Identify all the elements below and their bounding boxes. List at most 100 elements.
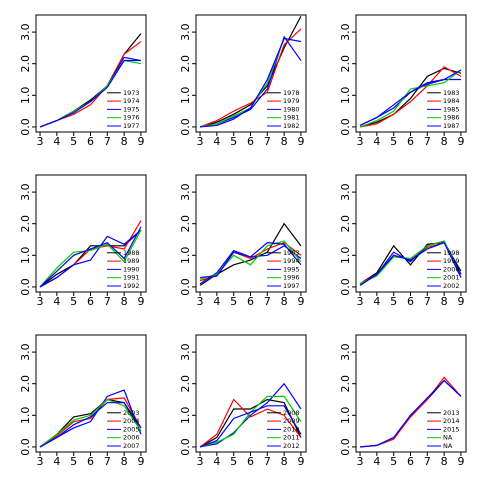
legend-label: NA xyxy=(443,442,453,450)
y-tick-label: 2.0 xyxy=(19,55,32,73)
series-line xyxy=(199,37,302,128)
x-tick-label: 4 xyxy=(213,135,220,148)
plot-frame xyxy=(355,334,467,453)
legend-label: 1990 xyxy=(123,265,140,273)
x-tick-label: 9 xyxy=(457,295,464,308)
x-tick-label: 7 xyxy=(104,135,111,148)
legend-label: 1985 xyxy=(443,105,460,113)
legend-label: 2001 xyxy=(443,274,460,282)
series-line xyxy=(359,67,462,128)
x-tick-label: 5 xyxy=(70,135,77,148)
legend-label: 2009 xyxy=(283,417,300,425)
plot-frame xyxy=(195,334,307,453)
legend-label: 2008 xyxy=(283,409,300,417)
legend-label: 1978 xyxy=(283,89,300,97)
x-tick-label: 6 xyxy=(87,135,94,148)
y-tick-label: 2.0 xyxy=(339,375,352,393)
x-tick-label: 7 xyxy=(264,295,271,308)
x-tick-label: 8 xyxy=(281,135,288,148)
y-tick-label: 2.0 xyxy=(19,375,32,393)
y-tick-label: 2.0 xyxy=(19,215,32,233)
series-line xyxy=(359,69,462,128)
legend-label: 1989 xyxy=(123,257,140,265)
x-tick-label: 3 xyxy=(357,135,364,148)
y-tick-label: 1.0 xyxy=(339,87,352,105)
legend-label: 2006 xyxy=(123,434,140,442)
x-tick-label: 4 xyxy=(213,295,220,308)
x-tick-label: 7 xyxy=(104,455,111,468)
legend-label: 1983 xyxy=(443,89,460,97)
y-tick-label: 1.0 xyxy=(179,87,192,105)
y-tick-label: 0.0 xyxy=(179,118,192,136)
y-tick-label: 1.0 xyxy=(339,407,352,425)
series-line xyxy=(39,229,142,288)
legend-label: 1973 xyxy=(123,89,140,97)
series-line xyxy=(199,242,302,279)
series-line xyxy=(359,66,462,128)
x-tick-label: 7 xyxy=(424,295,431,308)
plot-frame xyxy=(355,14,467,133)
x-tick-label: 6 xyxy=(87,295,94,308)
x-tick-label: 6 xyxy=(247,135,254,148)
x-tick-label: 3 xyxy=(197,295,204,308)
legend-label: 2013 xyxy=(443,409,460,417)
y-tick-label: 2.0 xyxy=(179,215,192,233)
series-line xyxy=(359,379,462,448)
x-tick-label: 4 xyxy=(373,295,380,308)
x-tick-label: 5 xyxy=(70,295,77,308)
legend-label: 2003 xyxy=(123,409,140,417)
x-tick-label: 4 xyxy=(213,455,220,468)
x-tick-label: 9 xyxy=(137,135,144,148)
series-line xyxy=(39,229,142,288)
series-line xyxy=(39,226,142,288)
y-tick-label: 0.0 xyxy=(339,438,352,456)
plot-frame xyxy=(195,14,307,133)
x-tick-label: 5 xyxy=(230,135,237,148)
x-tick-label: 9 xyxy=(297,455,304,468)
x-tick-label: 3 xyxy=(357,455,364,468)
y-tick-label: 3.0 xyxy=(19,183,32,201)
legend-label: 1979 xyxy=(283,97,300,105)
x-tick-label: 8 xyxy=(441,295,448,308)
legend-label: 1997 xyxy=(283,282,300,290)
legend-label: 2015 xyxy=(443,425,460,433)
x-tick-label: 7 xyxy=(264,455,271,468)
x-tick-label: 8 xyxy=(121,135,128,148)
legend-label: 1986 xyxy=(443,114,460,122)
legend-label: 1991 xyxy=(123,274,140,282)
y-tick-label: 2.0 xyxy=(339,215,352,233)
x-tick-label: 3 xyxy=(197,135,204,148)
legend-label: 1995 xyxy=(283,265,300,273)
series-line xyxy=(39,59,141,128)
x-tick-label: 9 xyxy=(137,455,144,468)
x-tick-label: 7 xyxy=(104,295,111,308)
series-line xyxy=(39,397,142,448)
x-tick-label: 8 xyxy=(441,135,448,148)
legend-label: 2000 xyxy=(443,265,460,273)
legend-label: 2002 xyxy=(443,282,460,290)
y-tick-label: 0.0 xyxy=(19,118,32,136)
legend-label: 2011 xyxy=(283,434,300,442)
legend-label: 1996 xyxy=(283,274,300,282)
legend-label: 2010 xyxy=(283,425,300,433)
x-tick-label: 3 xyxy=(37,295,44,308)
legend-label: 1977 xyxy=(123,122,140,130)
y-tick-label: 2.0 xyxy=(339,55,352,73)
x-tick-label: 7 xyxy=(424,455,431,468)
x-tick-label: 6 xyxy=(247,295,254,308)
x-tick-label: 8 xyxy=(121,455,128,468)
x-tick-label: 6 xyxy=(407,135,414,148)
x-tick-label: 3 xyxy=(357,295,364,308)
plot-frame xyxy=(35,14,147,133)
y-tick-label: 2.0 xyxy=(179,375,192,393)
y-tick-label: 1.0 xyxy=(339,247,352,264)
x-tick-label: 8 xyxy=(441,455,448,468)
